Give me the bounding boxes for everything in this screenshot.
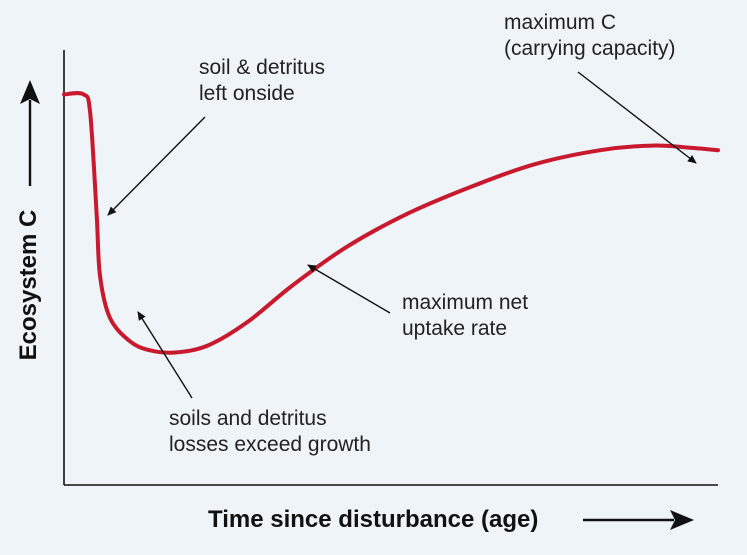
annotation-text: soil & detritus left onside <box>199 56 331 105</box>
annotation-line: (carrying capacity) <box>504 37 676 60</box>
x-axis-label: Time since disturbance (age) <box>208 506 538 533</box>
annotation-maximum-net-uptake: maximum net uptake rate <box>307 264 534 340</box>
annotation-line: left onside <box>199 82 295 105</box>
annotation-maximum-c: maximum C (carrying capacity) <box>504 11 697 164</box>
y-axis-label: Ecosystem C <box>15 210 42 361</box>
y-axis-arrow-head <box>20 80 40 104</box>
annotation-leader <box>577 71 697 164</box>
annotation-soil-detritus-left: soil & detritus left onside <box>107 56 331 216</box>
annotation-losses-exceed-growth: soils and detritus losses exceed growth <box>137 311 371 456</box>
annotation-text: maximum net uptake rate <box>402 291 534 340</box>
annotation-leader <box>107 116 206 216</box>
ecosystem-c-curve <box>62 91 720 355</box>
annotation-line: soils and detritus <box>169 407 327 430</box>
annotation-line: losses exceed growth <box>169 433 371 456</box>
annotation-line: soil & detritus <box>199 56 325 79</box>
annotation-line: maximum C <box>504 11 616 34</box>
annotation-leader <box>137 311 193 399</box>
x-axis-arrow-head <box>670 510 694 530</box>
annotation-line: uptake rate <box>402 317 507 340</box>
annotation-text: maximum C (carrying capacity) <box>504 11 676 60</box>
annotation-line: maximum net <box>402 291 528 314</box>
annotation-leader <box>307 264 391 314</box>
annotation-text: soils and detritus losses exceed growth <box>169 407 371 456</box>
